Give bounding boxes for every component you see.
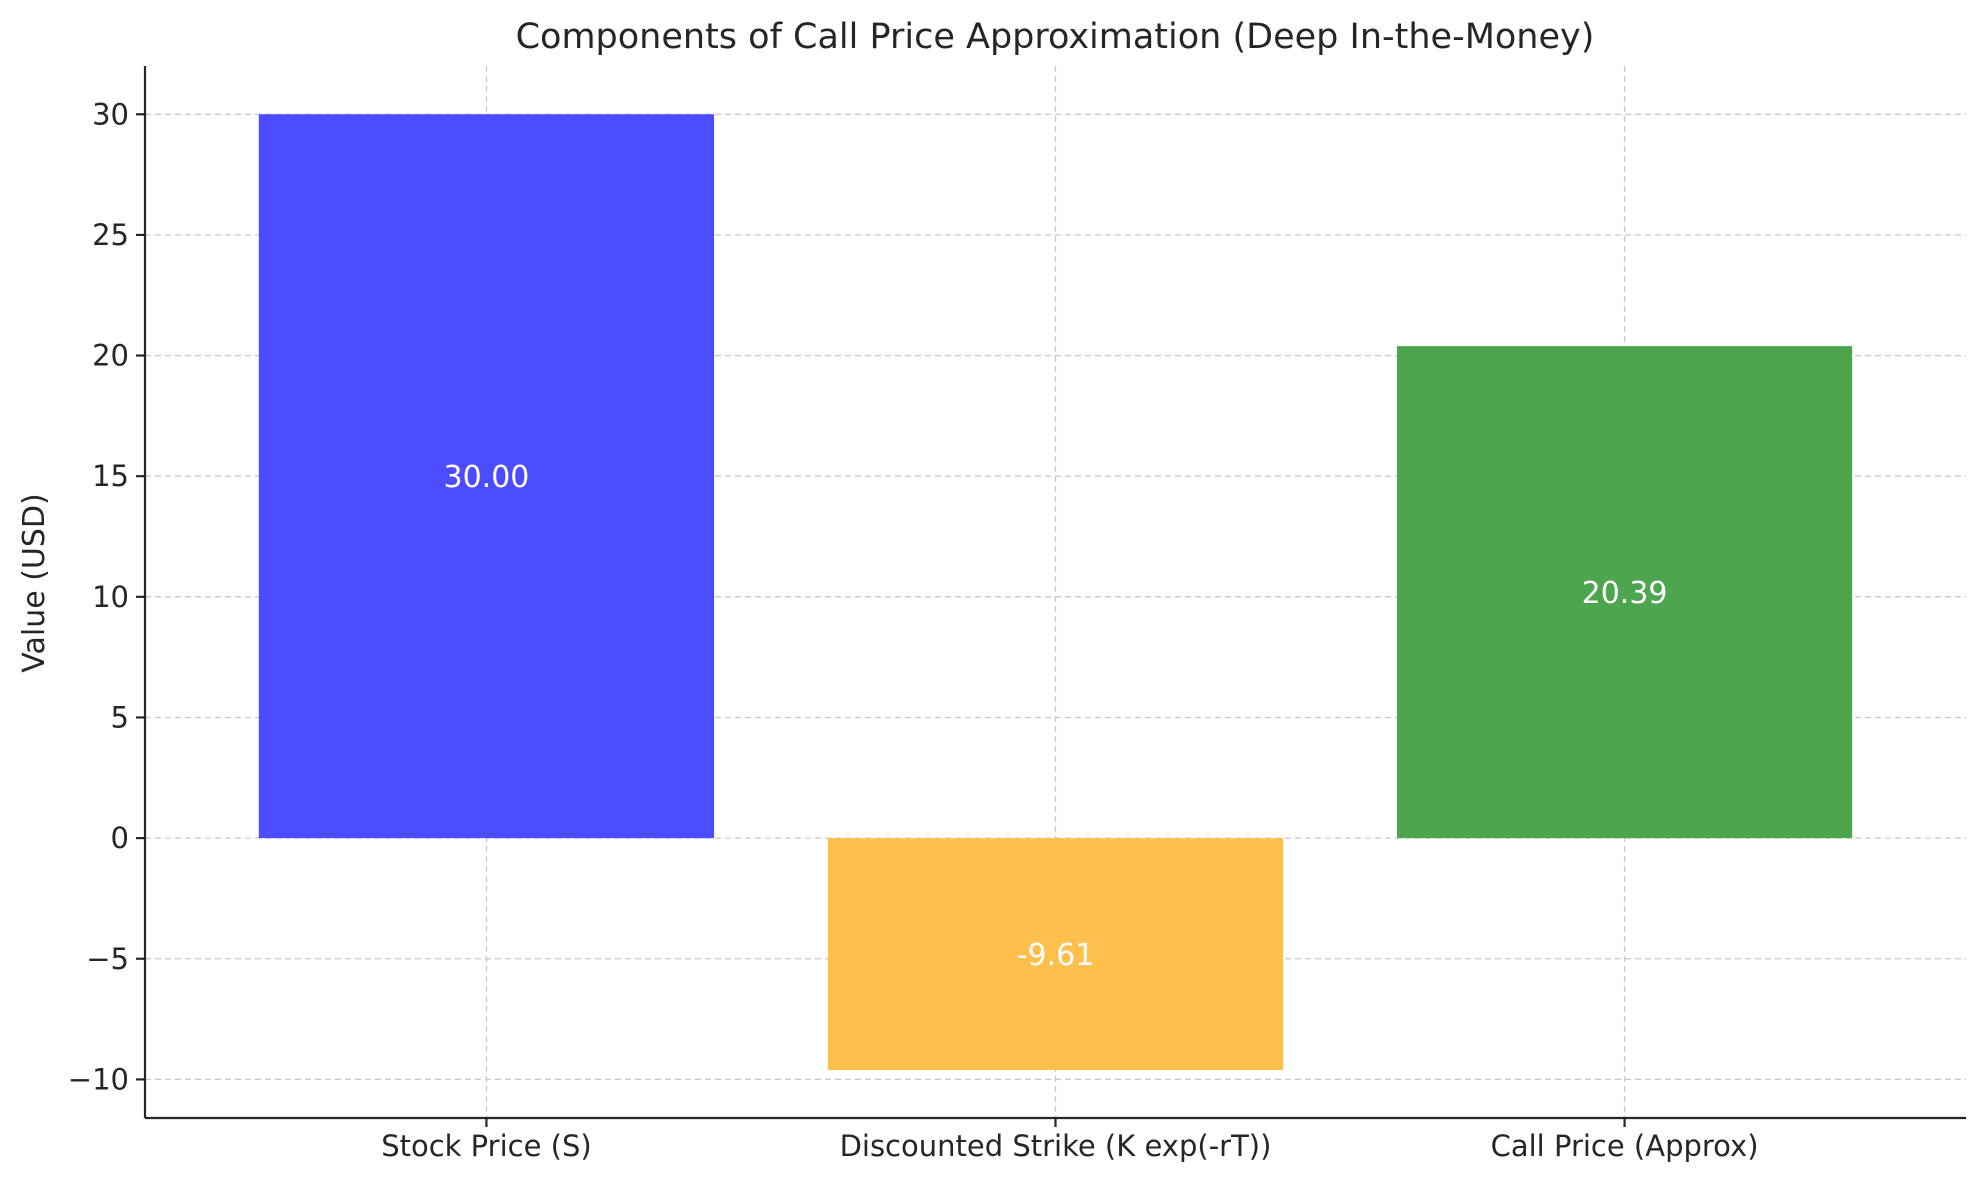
y-tick-label: 0 bbox=[111, 821, 129, 855]
bars bbox=[258, 114, 1853, 1070]
y-tick-label: −5 bbox=[86, 942, 129, 976]
y-axis-label: Value (USD) bbox=[17, 493, 52, 672]
bar-value-label: -9.61 bbox=[1017, 938, 1095, 973]
bar bbox=[1396, 346, 1853, 839]
axes: −10 −5 0 5 10 15 20 25 30 Stock Price (S) Discount… bbox=[68, 66, 1966, 1163]
y-tick-label: 10 bbox=[92, 580, 129, 614]
x-tick-label: Stock Price (S) bbox=[381, 1129, 591, 1163]
x-tick-label: Discounted Strike (K exp(-rT)) bbox=[840, 1129, 1272, 1163]
y-tick-label: 15 bbox=[92, 459, 129, 493]
bar-value-label: 30.00 bbox=[443, 460, 529, 495]
bar bbox=[827, 838, 1284, 1070]
chart-title: Components of Call Price Approximation (… bbox=[516, 17, 1595, 57]
y-tick-label: 5 bbox=[111, 700, 129, 734]
x-tick-label: Call Price (Approx) bbox=[1491, 1129, 1759, 1163]
y-tick-label: 20 bbox=[92, 339, 129, 373]
y-tick-label: 25 bbox=[92, 218, 129, 252]
bar-value-labels: 30.00 -9.61 20.39 bbox=[443, 460, 1667, 973]
bar-value-label: 20.39 bbox=[1582, 576, 1668, 611]
y-tick-label: −10 bbox=[68, 1062, 129, 1096]
bar bbox=[258, 114, 715, 839]
y-tick-label: 30 bbox=[92, 97, 129, 131]
